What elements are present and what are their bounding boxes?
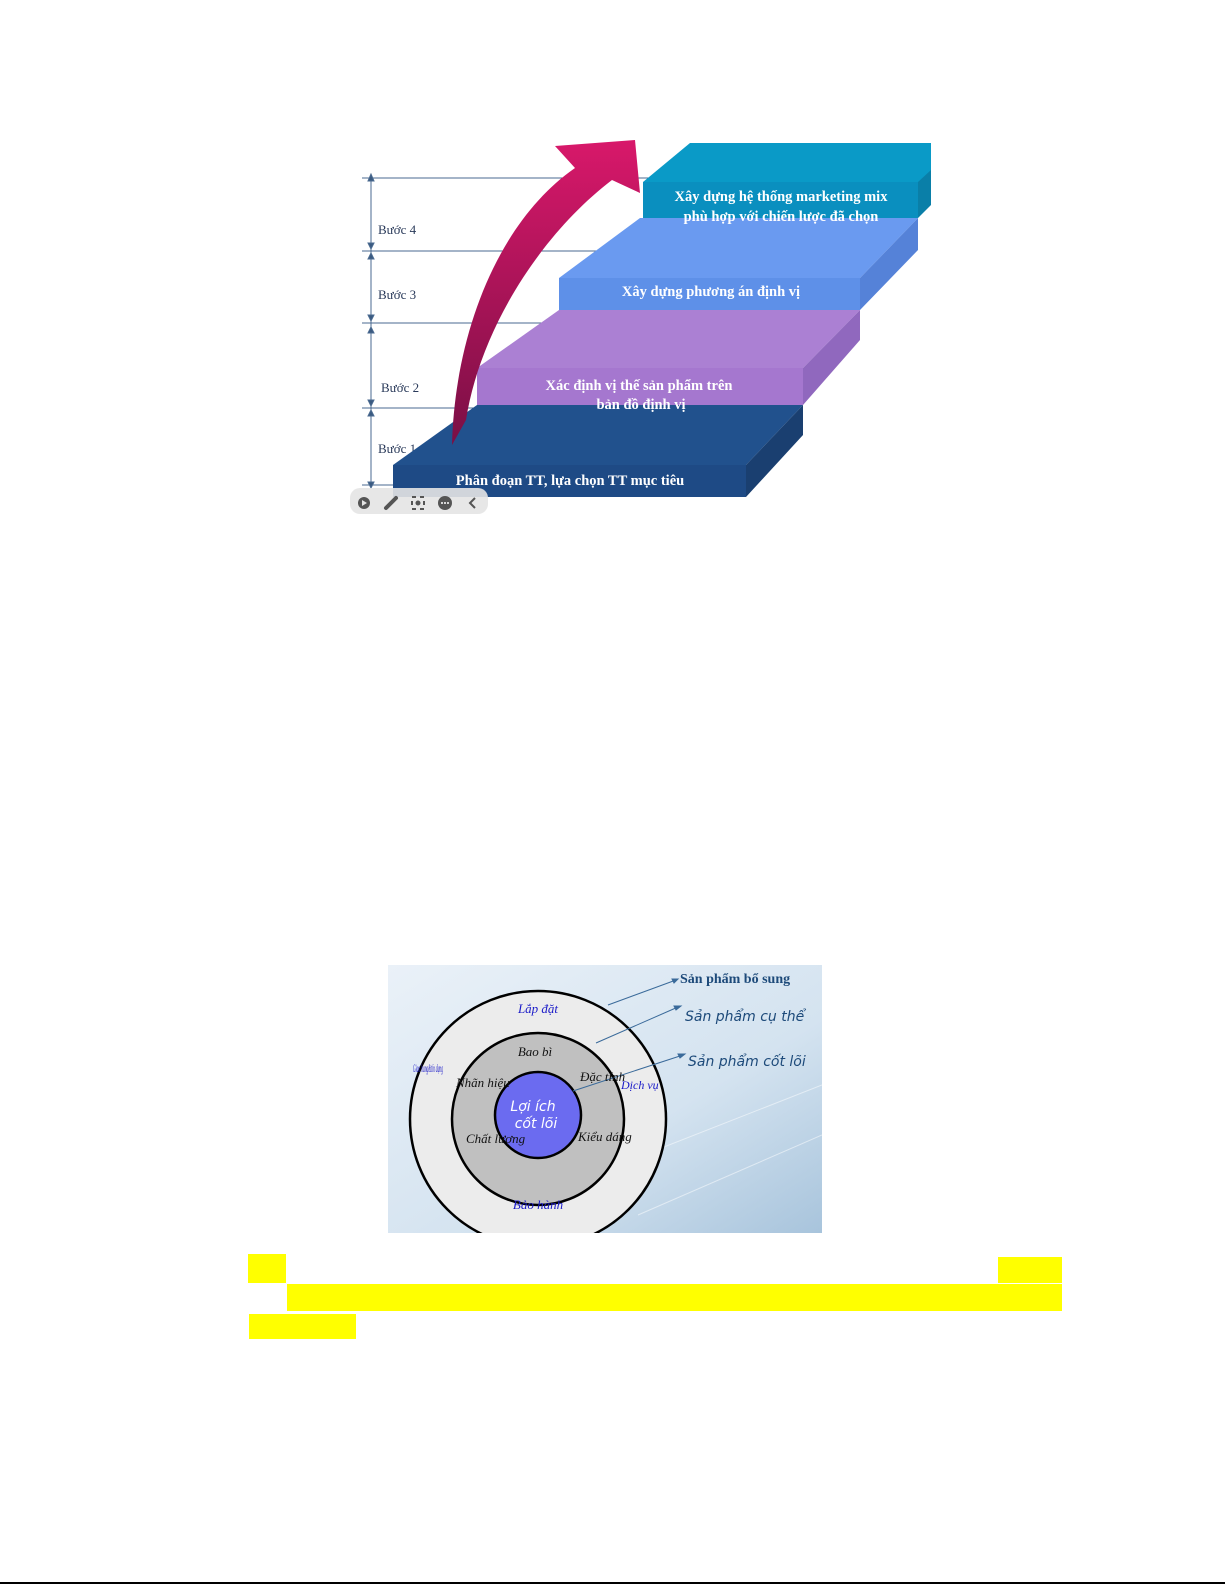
callout-core: Sản phẩm cốt lõi (688, 1053, 806, 1070)
step-1-text: Phân đoạn TT, lựa chọn TT mục tiêu (456, 473, 684, 489)
step-label-4: Bước 4 (378, 222, 417, 237)
actual-item: Chất lượng (466, 1131, 526, 1146)
core-product-circle (493, 1070, 583, 1160)
actual-item: Đặc tính (579, 1069, 625, 1084)
step-2-text-line-2: bản đồ định vị (596, 397, 685, 413)
highlight-block (248, 1254, 286, 1283)
actual-item: Bao bì (518, 1044, 553, 1059)
screenshot-icon[interactable] (411, 496, 425, 510)
step-4-text-line-1: Xây dựng hệ thống marketing mix (675, 189, 889, 205)
step-3-block (559, 218, 918, 310)
step-2-block (477, 310, 860, 405)
page-bottom-border (0, 1582, 1225, 1584)
actual-item: Nhãn hiệu (455, 1075, 510, 1090)
product-levels-diagram: Lợi ích cốt lõi Bao bì Nhãn hiệu Đặc tín… (388, 965, 822, 1233)
collapse-icon[interactable] (468, 497, 476, 509)
image-toolbar (350, 488, 488, 514)
highlight-block (998, 1257, 1062, 1283)
step-4-text-line-2: phù hợp với chiến lược đã chọn (684, 209, 879, 225)
actual-item: Kiểu dáng (577, 1129, 632, 1144)
callout-actual: Sản phẩm cụ thể (685, 1008, 807, 1025)
positioning-steps-diagram: Bước 4 Bước 3 Bước 2 Bước 1 Xây dựng hệ … (350, 140, 931, 514)
step-3-text: Xây dựng phương án định vị (622, 284, 800, 300)
step-1-block (393, 405, 803, 497)
augmented-item: Giao hang&tín dụng (413, 1061, 443, 1075)
highlight-block (287, 1284, 1062, 1311)
highlight-block (249, 1314, 356, 1339)
step-label-1: Bước 1 (378, 441, 416, 456)
more-icon[interactable] (438, 496, 452, 510)
step-2-text-line-1: Xác định vị thế sản phẩm trên (546, 378, 733, 394)
step-scale (362, 172, 660, 490)
core-label-line-2: cốt lõi (515, 1115, 558, 1132)
growth-arrow (452, 140, 640, 445)
augmented-item: Dịch vụ (620, 1078, 659, 1092)
augmented-item: Lắp đặt (517, 1001, 558, 1016)
step-label-3: Bước 3 (378, 287, 416, 302)
step-label-2: Bước 2 (381, 380, 419, 395)
pen-icon[interactable] (384, 496, 398, 510)
play-icon[interactable] (358, 497, 370, 509)
callout-augmented: Sản phẩm bổ sung (680, 972, 790, 987)
core-label-line-1: Lợi ích (510, 1099, 555, 1115)
augmented-item: Bảo hành (513, 1197, 563, 1212)
step-4-block (643, 143, 931, 218)
